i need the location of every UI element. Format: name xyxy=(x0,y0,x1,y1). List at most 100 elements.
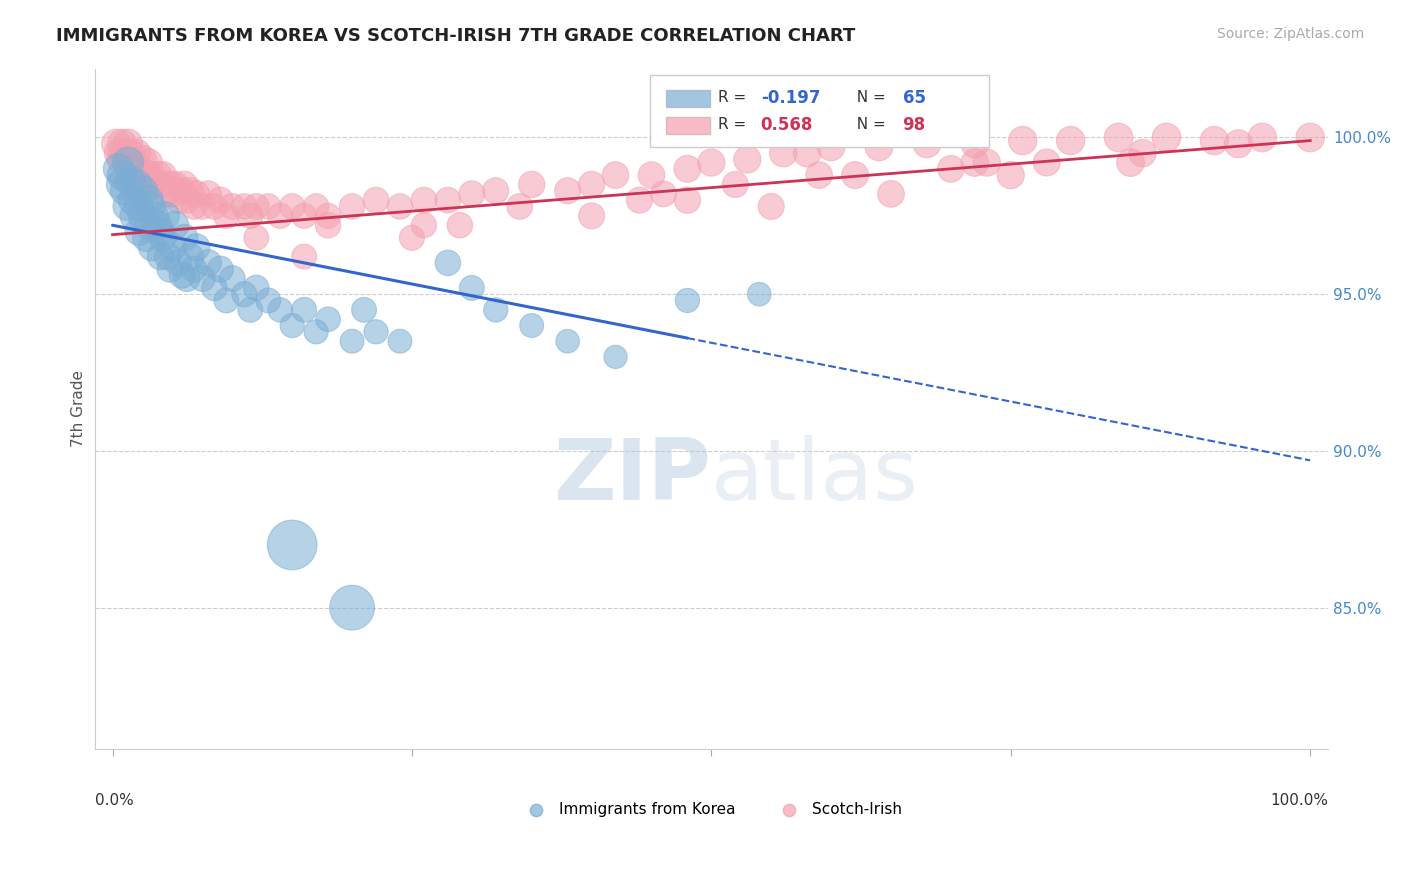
Point xyxy=(796,146,818,161)
Point xyxy=(557,334,579,349)
Point xyxy=(581,178,603,192)
Point xyxy=(1156,130,1178,145)
Point xyxy=(388,199,411,213)
Point xyxy=(605,350,627,364)
Point xyxy=(117,136,139,151)
Point xyxy=(162,240,184,254)
Point xyxy=(163,219,186,233)
Point xyxy=(197,186,219,201)
Point xyxy=(353,302,375,317)
Y-axis label: 7th Grade: 7th Grade xyxy=(72,370,86,447)
Text: ZIP: ZIP xyxy=(554,435,711,518)
Point xyxy=(107,146,129,161)
Point xyxy=(413,219,436,233)
Point xyxy=(292,302,315,317)
Point xyxy=(520,318,543,333)
Point xyxy=(114,184,136,198)
Point xyxy=(963,155,986,169)
Point xyxy=(105,136,128,151)
Point xyxy=(605,168,627,182)
FancyBboxPatch shape xyxy=(650,75,988,147)
FancyBboxPatch shape xyxy=(665,89,710,107)
Point xyxy=(128,161,150,176)
Point xyxy=(111,168,134,182)
Point xyxy=(676,293,699,308)
Point xyxy=(156,250,179,264)
Point xyxy=(191,271,214,285)
Point xyxy=(316,312,339,326)
Point xyxy=(292,250,315,264)
Point xyxy=(676,193,699,207)
Text: -0.197: -0.197 xyxy=(761,89,820,107)
Point xyxy=(700,155,723,169)
Point xyxy=(652,186,675,201)
Point xyxy=(239,302,262,317)
Point xyxy=(449,219,471,233)
Point xyxy=(1108,130,1130,145)
Point xyxy=(138,219,160,233)
Point xyxy=(128,199,150,213)
Point xyxy=(1204,134,1226,148)
Point xyxy=(461,281,484,295)
Point xyxy=(844,168,866,182)
Point xyxy=(761,199,783,213)
Point xyxy=(485,302,508,317)
Point xyxy=(149,250,172,264)
Point xyxy=(485,184,508,198)
Point xyxy=(316,219,339,233)
Point xyxy=(120,146,142,161)
Text: IMMIGRANTS FROM KOREA VS SCOTCH-IRISH 7TH GRADE CORRELATION CHART: IMMIGRANTS FROM KOREA VS SCOTCH-IRISH 7T… xyxy=(56,27,855,45)
Point xyxy=(209,262,232,277)
Point xyxy=(110,178,132,192)
Point xyxy=(963,136,986,151)
Point xyxy=(281,199,304,213)
Point xyxy=(772,146,794,161)
Point xyxy=(170,268,193,283)
Text: N =: N = xyxy=(846,90,890,105)
Point xyxy=(167,193,190,207)
Point xyxy=(388,334,411,349)
Point xyxy=(1000,168,1022,182)
Point xyxy=(114,146,136,161)
Point xyxy=(146,219,169,233)
Point xyxy=(640,168,662,182)
Point xyxy=(149,225,172,239)
Point xyxy=(820,140,842,154)
Point xyxy=(111,136,134,151)
Point xyxy=(146,168,169,182)
Point xyxy=(233,287,256,301)
Point xyxy=(245,199,267,213)
Point xyxy=(915,136,938,151)
Point xyxy=(131,153,153,167)
Point xyxy=(176,193,198,207)
Text: 100.0%: 100.0% xyxy=(1270,793,1329,808)
Point xyxy=(163,178,186,192)
Point xyxy=(1119,155,1142,169)
Point xyxy=(128,225,150,239)
Point xyxy=(557,184,579,198)
Point xyxy=(202,199,225,213)
Point xyxy=(186,186,208,201)
Point xyxy=(202,281,225,295)
Point xyxy=(437,193,460,207)
Point xyxy=(173,231,195,245)
Point xyxy=(239,209,262,223)
Text: R =: R = xyxy=(717,90,751,105)
Point xyxy=(159,178,181,192)
Point xyxy=(139,168,162,182)
Text: atlas: atlas xyxy=(711,435,920,518)
Point xyxy=(257,293,280,308)
Point xyxy=(939,161,962,176)
Point xyxy=(135,168,157,182)
Point xyxy=(581,209,603,223)
Point xyxy=(292,209,315,223)
Point xyxy=(179,184,201,198)
Point xyxy=(179,250,201,264)
Point xyxy=(139,199,162,213)
Text: 0.568: 0.568 xyxy=(761,116,813,134)
Point xyxy=(215,293,238,308)
Text: 0.0%: 0.0% xyxy=(94,793,134,808)
Text: 98: 98 xyxy=(903,116,925,134)
Point xyxy=(245,281,267,295)
FancyBboxPatch shape xyxy=(665,117,710,135)
